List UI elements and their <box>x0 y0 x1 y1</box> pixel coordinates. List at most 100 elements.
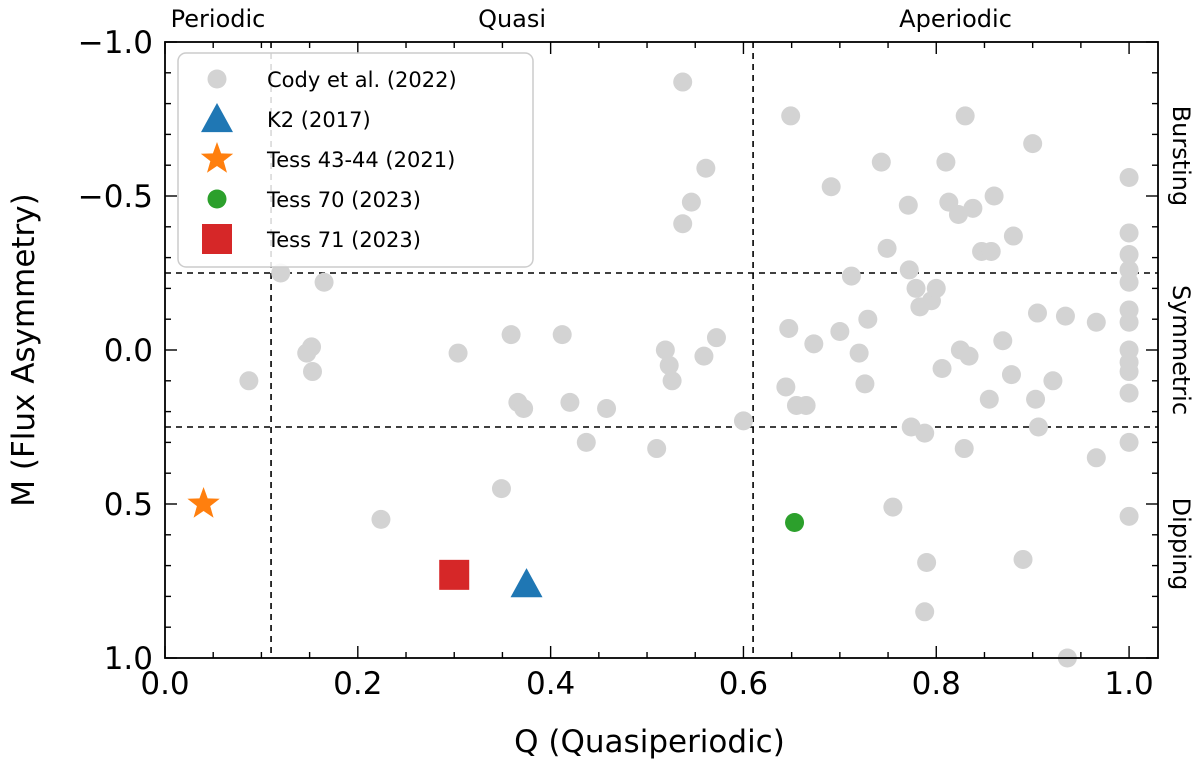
data-point-0 <box>984 186 1004 206</box>
x-axis-label: Q (Quasiperiodic) <box>514 724 785 760</box>
data-point-0 <box>804 334 824 354</box>
data-point-0 <box>917 553 937 573</box>
data-point-0 <box>491 479 511 499</box>
data-point-0 <box>1119 168 1139 188</box>
data-point-0 <box>1028 417 1048 437</box>
data-point-0 <box>955 106 975 126</box>
data-point-0 <box>906 278 926 298</box>
data-point-0 <box>1086 448 1106 468</box>
data-point-0 <box>954 439 974 459</box>
legend-marker <box>207 69 227 89</box>
data-point-0 <box>681 192 701 212</box>
data-point-0 <box>1027 303 1047 323</box>
legend-box <box>177 52 534 268</box>
data-point-2 <box>187 487 220 518</box>
y-tick-label: −1.0 <box>78 25 153 61</box>
data-point-0 <box>576 432 596 452</box>
legend-marker <box>202 224 232 254</box>
data-point-0 <box>993 331 1013 351</box>
data-point-0 <box>1119 506 1139 526</box>
data-point-0 <box>779 318 799 338</box>
y-tick-label: 0.5 <box>104 487 153 523</box>
data-point-0 <box>694 346 714 366</box>
legend-marker <box>207 189 227 209</box>
data-point-0 <box>448 343 468 363</box>
data-point-0 <box>659 355 679 375</box>
region-label-right: Symmetric <box>1167 285 1195 415</box>
data-point-0 <box>830 322 850 342</box>
data-point-0 <box>883 497 903 517</box>
data-point-0 <box>303 362 323 382</box>
legend-marker <box>200 142 234 173</box>
data-point-0 <box>936 152 956 172</box>
data-point-0 <box>673 72 693 92</box>
data-point-1 <box>510 568 543 598</box>
data-point-0 <box>796 395 816 415</box>
data-point-0 <box>560 392 580 412</box>
x-tick-label: 0.2 <box>333 666 382 702</box>
data-point-0 <box>552 325 572 345</box>
data-point-0 <box>271 263 291 283</box>
data-points <box>187 72 1139 668</box>
legend-entry: Tess 71 (2023) <box>266 228 421 252</box>
legend-marker <box>201 103 233 133</box>
data-point-0 <box>979 389 999 409</box>
data-point-0 <box>877 238 897 258</box>
legend-entry: Cody et al. (2022) <box>267 68 457 92</box>
data-point-0 <box>981 241 1001 261</box>
data-point-0 <box>696 158 716 178</box>
data-point-0 <box>959 346 979 366</box>
data-point-0 <box>662 371 682 391</box>
data-point-0 <box>371 509 391 529</box>
data-point-3 <box>785 512 805 532</box>
region-label-right: Dipping <box>1167 498 1195 591</box>
data-point-0 <box>871 152 891 172</box>
axes <box>164 41 1159 659</box>
legend-entry: Tess 43-44 (2021) <box>266 148 455 172</box>
y-tick-label: 0.0 <box>104 333 153 369</box>
data-point-0 <box>899 260 919 280</box>
x-tick-label: 1.0 <box>1104 666 1153 702</box>
region-label-top: Aperiodic <box>899 5 1012 33</box>
x-tick-label: 0.8 <box>912 666 961 702</box>
data-point-0 <box>501 325 521 345</box>
data-point-0 <box>647 439 667 459</box>
x-tick-label: 0.6 <box>719 666 768 702</box>
legend-entry: Tess 70 (2023) <box>266 188 421 212</box>
data-point-0 <box>1119 362 1139 382</box>
data-point-4 <box>439 559 470 590</box>
data-point-0 <box>841 266 861 286</box>
y-tick-label: 1.0 <box>104 641 153 677</box>
data-point-0 <box>1119 383 1139 403</box>
labels: 0.0 0.2 0.4 0.6 0.8 1.0 −1.0 −0.5 0.0 0.5 1.0 Q (Qu… <box>6 5 1195 760</box>
data-point-0 <box>1013 549 1033 569</box>
data-point-0 <box>926 278 946 298</box>
data-point-0 <box>239 371 259 391</box>
data-point-0 <box>706 328 726 348</box>
y-axis-label: M (Flux Asymmetry) <box>6 193 42 507</box>
data-point-0 <box>314 272 334 292</box>
data-point-0 <box>948 204 968 224</box>
legend-entry: K2 (2017) <box>267 108 371 132</box>
data-point-0 <box>932 358 952 378</box>
data-point-0 <box>1026 389 1046 409</box>
data-point-0 <box>858 309 878 329</box>
x-tick-label: 0.4 <box>526 666 575 702</box>
data-point-0 <box>1119 223 1139 243</box>
data-point-0 <box>855 374 875 394</box>
region-label-top: Periodic <box>171 5 266 33</box>
data-point-0 <box>849 343 869 363</box>
data-point-0 <box>915 423 935 443</box>
data-point-0 <box>1086 312 1106 332</box>
region-label-right: Bursting <box>1167 106 1195 207</box>
data-point-0 <box>1055 306 1075 326</box>
data-point-0 <box>1023 134 1043 154</box>
data-point-0 <box>1119 245 1139 265</box>
data-point-0 <box>915 602 935 622</box>
data-point-0 <box>898 195 918 215</box>
data-point-0 <box>302 337 322 357</box>
data-point-0 <box>781 106 801 126</box>
data-point-0 <box>1119 312 1139 332</box>
data-point-0 <box>1003 226 1023 246</box>
